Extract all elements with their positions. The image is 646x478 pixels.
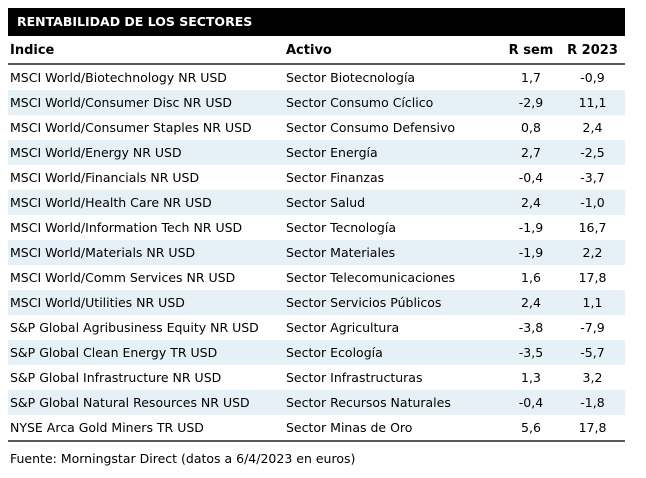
cell-r2023: 3,2 — [582, 370, 603, 385]
cell-indice: MSCI World/Energy NR USD — [10, 145, 182, 160]
table-row: NYSE Arca Gold Miners TR USD Sector Minas… — [8, 415, 625, 440]
cell-activo: Sector Agricultura — [286, 320, 400, 335]
table-title: RENTABILIDAD DE LOS SECTORES — [17, 14, 253, 29]
cell-activo: Sector Materiales — [286, 245, 396, 260]
cell-indice: MSCI World/Consumer Staples NR USD — [10, 120, 252, 135]
cell-activo: Sector Energía — [286, 145, 378, 160]
cell-rsem: -0,4 — [518, 395, 544, 410]
cell-rsem: 1,3 — [521, 370, 541, 385]
cell-r2023: -1,0 — [580, 195, 605, 210]
cell-r2023: -7,9 — [580, 320, 605, 335]
table-row: MSCI World/Biotechnology NR USD Sector Bi… — [8, 65, 625, 90]
column-header-rsem: R sem — [508, 42, 554, 58]
cell-activo: Sector Infrastructuras — [286, 370, 423, 385]
cell-rsem: 2,4 — [521, 295, 541, 310]
cell-r2023: -0,9 — [580, 70, 605, 85]
cell-r2023: 11,1 — [578, 95, 607, 110]
table-row: S&P Global Agribusiness Equity NR USD Sec… — [8, 315, 625, 340]
cell-indice: MSCI World/Biotechnology NR USD — [10, 70, 227, 85]
cell-indice: MSCI World/Information Tech NR USD — [10, 220, 243, 235]
source-note: Fuente: Morningstar Direct (datos a 6/4/… — [10, 451, 356, 466]
cell-activo: Sector Servicios Públicos — [286, 295, 442, 310]
cell-r2023: -1,8 — [580, 395, 605, 410]
cell-rsem: -1,9 — [518, 245, 544, 260]
cell-r2023: 16,7 — [578, 220, 607, 235]
cell-indice: MSCI World/Utilities NR USD — [10, 295, 185, 310]
table-row: MSCI World/Health Care NR USD Sector Salu… — [8, 190, 625, 215]
table-body: MSCI World/Biotechnology NR USD Sector Bi… — [8, 65, 625, 442]
cell-rsem: 5,6 — [521, 420, 541, 435]
cell-r2023: -5,7 — [580, 345, 605, 360]
cell-r2023: 17,8 — [578, 270, 607, 285]
cell-activo: Sector Telecomunicaciones — [286, 270, 456, 285]
table-row: S&P Global Clean Energy TR USD Sector Eco… — [8, 340, 625, 365]
table-row: MSCI World/Comm Services NR USD Sector Te… — [8, 265, 625, 290]
cell-activo: Sector Minas de Oro — [286, 420, 413, 435]
cell-indice: MSCI World/Consumer Disc NR USD — [10, 95, 233, 110]
cell-activo: Sector Consumo Cíclico — [286, 95, 434, 110]
cell-indice: S&P Global Infrastructure NR USD — [10, 370, 222, 385]
cell-rsem: -0,4 — [518, 170, 544, 185]
cell-r2023: 1,1 — [582, 295, 603, 310]
table-row: S&P Global Natural Resources NR USD Secto… — [8, 390, 625, 415]
cell-indice: MSCI World/Materials NR USD — [10, 245, 196, 260]
cell-rsem: 1,6 — [521, 270, 541, 285]
column-header-indice: Índice — [10, 42, 55, 58]
table-row: S&P Global Infrastructure NR USD Sector I… — [8, 365, 625, 390]
cell-activo: Sector Biotecnología — [286, 70, 416, 85]
table-header-row: Índice Activo R sem R 2023 — [8, 36, 625, 65]
cell-rsem: -3,5 — [518, 345, 544, 360]
cell-activo: Sector Recursos Naturales — [286, 395, 451, 410]
cell-rsem: 2,7 — [521, 145, 541, 160]
cell-indice: S&P Global Agribusiness Equity NR USD — [10, 320, 259, 335]
cell-rsem: 0,8 — [521, 120, 541, 135]
cell-indice: MSCI World/Financials NR USD — [10, 170, 200, 185]
column-header-r2023: R 2023 — [567, 42, 618, 58]
cell-rsem: 1,7 — [521, 70, 541, 85]
cell-indice: S&P Global Clean Energy TR USD — [10, 345, 218, 360]
cell-r2023: 17,8 — [578, 420, 607, 435]
cell-r2023: -2,5 — [580, 145, 605, 160]
cell-activo: Sector Finanzas — [286, 170, 385, 185]
cell-r2023: -3,7 — [580, 170, 605, 185]
table-title-bar: RENTABILIDAD DE LOS SECTORES — [8, 8, 625, 36]
sector-returns-table: RENTABILIDAD DE LOS SECTORES Índice Acti… — [8, 8, 625, 466]
cell-activo: Sector Tecnología — [286, 220, 396, 235]
cell-r2023: 2,2 — [582, 245, 603, 260]
cell-activo: Sector Consumo Defensivo — [286, 120, 456, 135]
table-row: MSCI World/Information Tech NR USD Sector… — [8, 215, 625, 240]
cell-activo: Sector Salud — [286, 195, 366, 210]
table-row: MSCI World/Consumer Disc NR USD Sector Co… — [8, 90, 625, 115]
cell-activo: Sector Ecología — [286, 345, 383, 360]
cell-rsem: 2,4 — [521, 195, 541, 210]
table-row: MSCI World/Materials NR USD Sector Materi… — [8, 240, 625, 265]
table-row: MSCI World/Utilities NR USD Sector Servic… — [8, 290, 625, 315]
cell-indice: NYSE Arca Gold Miners TR USD — [10, 420, 204, 435]
table-row: MSCI World/Consumer Staples NR USD Sector… — [8, 115, 625, 140]
cell-rsem: -2,9 — [518, 95, 544, 110]
cell-rsem: -3,8 — [518, 320, 544, 335]
column-header-activo: Activo — [286, 42, 332, 58]
cell-indice: S&P Global Natural Resources NR USD — [10, 395, 250, 410]
cell-rsem: -1,9 — [518, 220, 544, 235]
cell-indice: MSCI World/Health Care NR USD — [10, 195, 212, 210]
table-row: MSCI World/Energy NR USD Sector Energía 2,… — [8, 140, 625, 165]
table-row: MSCI World/Financials NR USD Sector Finan… — [8, 165, 625, 190]
cell-r2023: 2,4 — [582, 120, 603, 135]
cell-indice: MSCI World/Comm Services NR USD — [10, 270, 236, 285]
